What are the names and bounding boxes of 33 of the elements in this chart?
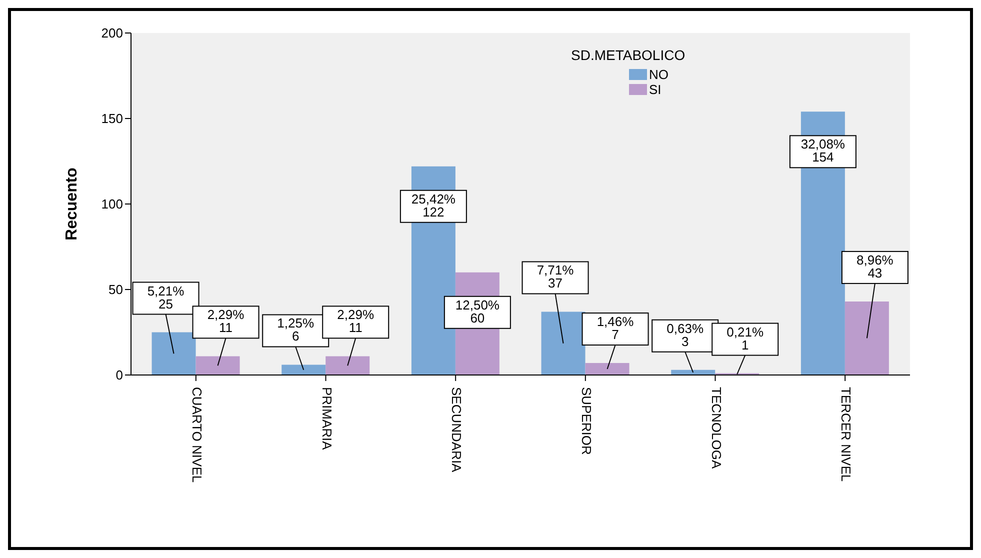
bar — [196, 356, 240, 375]
data-label: 32,08% 154 — [800, 136, 846, 165]
y-tick-label: 200 — [101, 26, 123, 41]
legend-label: SI — [648, 82, 662, 97]
data-label: 1,25% 6 — [277, 316, 314, 344]
y-tick-label: 100 — [101, 196, 123, 212]
data-label: 1,46% 7 — [596, 314, 634, 342]
bar — [326, 356, 370, 375]
data-label: 2,29% 11 — [207, 307, 245, 336]
y-tick-label: 50 — [108, 282, 123, 298]
legend-label: NO — [648, 67, 670, 82]
x-tick-label: SECUNDARIA — [449, 387, 464, 473]
data-label: 2,29% 11 — [337, 307, 374, 336]
data-label: 12,50% 60 — [455, 297, 500, 326]
data-label: 0,21% 1 — [726, 324, 764, 352]
x-tick-label: TECNOLOGA — [708, 387, 724, 469]
bar — [152, 332, 196, 375]
bar — [282, 364, 326, 375]
y-tick-label: 0 — [116, 368, 123, 383]
y-tick-label: 150 — [101, 111, 123, 126]
x-tick-label: CUARTO NIVEL — [189, 387, 204, 483]
x-tick-label: SUPERIOR — [578, 387, 594, 455]
x-tick-label: TERCER NIVEL — [838, 387, 854, 482]
legend-title: SD.METABOLICO — [571, 47, 686, 63]
data-label: 0,63% 3 — [666, 320, 704, 349]
x-tick-label: PRIMARIA — [319, 387, 334, 450]
bar — [844, 301, 889, 375]
bar — [585, 363, 630, 375]
data-label: 8,96% 43 — [856, 252, 894, 280]
data-label: 5,21% 25 — [147, 283, 185, 312]
data-label: 25,42% 122 — [411, 191, 456, 220]
data-label: 7,71% 37 — [536, 262, 574, 291]
y-axis-title: Recuento — [64, 167, 81, 240]
